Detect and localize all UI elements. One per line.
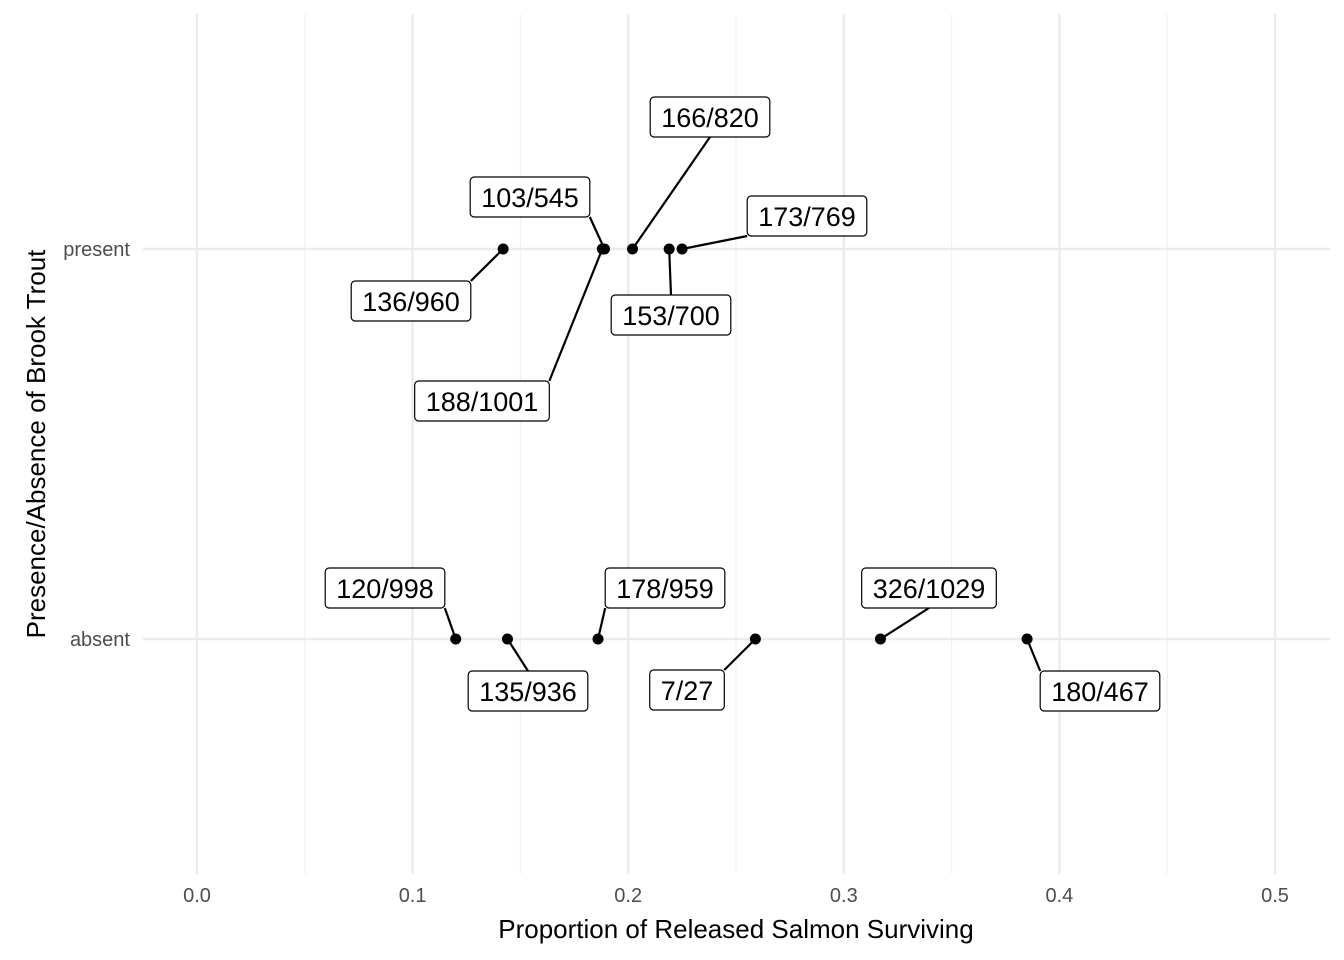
y-axis-title: Presence/Absence of Brook Trout	[21, 249, 51, 639]
point-label-box	[414, 380, 550, 422]
point-label: 326/1029	[861, 567, 997, 609]
y-tick-label-absent: absent	[70, 629, 130, 651]
x-tick-label: 0.3	[830, 885, 858, 907]
data-point	[497, 243, 509, 255]
y-tick-label-present: present	[63, 239, 130, 261]
data-point	[1021, 633, 1033, 645]
data-point	[596, 243, 608, 255]
point-label-box	[1039, 670, 1161, 712]
x-tick-label: 0.0	[183, 885, 211, 907]
point-label: 153/700	[610, 294, 732, 336]
point-label-text: 136/960	[362, 287, 460, 317]
point-label-box	[649, 96, 771, 138]
data-point	[663, 243, 675, 255]
point-label-box	[610, 294, 732, 336]
data-point	[676, 243, 688, 255]
point-label-text: 180/467	[1051, 677, 1149, 707]
point-label-text: 326/1029	[873, 574, 986, 604]
point-label-text: 103/545	[481, 183, 579, 213]
leader-line	[631, 136, 711, 250]
leader-line	[506, 638, 529, 672]
point-label-text: 153/700	[622, 301, 720, 331]
point-label-text: 173/769	[758, 202, 856, 232]
data-points	[450, 243, 1033, 645]
data-point	[627, 243, 639, 255]
leader-line	[470, 248, 504, 282]
point-label: 120/998	[324, 567, 446, 609]
x-tick-label: 0.1	[399, 885, 427, 907]
point-label: 173/769	[746, 195, 868, 237]
leader-line	[879, 607, 930, 640]
y-axis-ticks: absent present	[63, 239, 130, 651]
leader-line	[1026, 638, 1042, 672]
data-point	[749, 633, 761, 645]
point-label-box	[324, 567, 446, 609]
grid-lines	[143, 14, 1330, 874]
point-label-box	[467, 670, 589, 712]
data-point	[592, 633, 604, 645]
point-label: 188/1001	[414, 380, 550, 422]
x-axis-title: Proportion of Released Salmon Surviving	[498, 914, 973, 944]
point-label-text: 135/936	[479, 677, 577, 707]
point-label: 178/959	[604, 567, 726, 609]
x-axis-ticks: 0.0 0.1 0.2 0.3 0.4 0.5	[183, 885, 1289, 907]
point-label-text: 178/959	[616, 574, 714, 604]
point-label-box	[861, 567, 997, 609]
point-label-box	[649, 669, 725, 711]
point-label: 166/820	[649, 96, 771, 138]
point-labels: 136/960 103/545 188/1001 166/820 153/700 173/…	[324, 96, 1161, 712]
point-label-text: 188/1001	[426, 387, 539, 417]
point-label-box	[604, 567, 726, 609]
point-label: 103/545	[469, 176, 591, 218]
leader-line	[548, 248, 604, 382]
point-label: 180/467	[1039, 670, 1161, 712]
point-label: 135/936	[467, 670, 589, 712]
data-point	[450, 633, 462, 645]
leader-line	[681, 234, 748, 251]
point-label: 136/960	[350, 280, 472, 322]
point-label-box	[746, 195, 868, 237]
point-label-text: 166/820	[661, 103, 759, 133]
point-label: 7/27	[649, 669, 725, 711]
point-label-box	[350, 280, 472, 322]
data-point	[874, 633, 886, 645]
data-point	[501, 633, 513, 645]
label-leader-lines	[443, 136, 1042, 672]
x-tick-label: 0.5	[1261, 885, 1289, 907]
point-label-text: 7/27	[661, 676, 714, 706]
leader-line	[668, 248, 673, 296]
x-tick-label: 0.2	[614, 885, 642, 907]
x-tick-label: 0.4	[1045, 885, 1073, 907]
leader-line	[723, 638, 757, 671]
point-label-text: 120/998	[336, 574, 434, 604]
point-label-box	[469, 176, 591, 218]
